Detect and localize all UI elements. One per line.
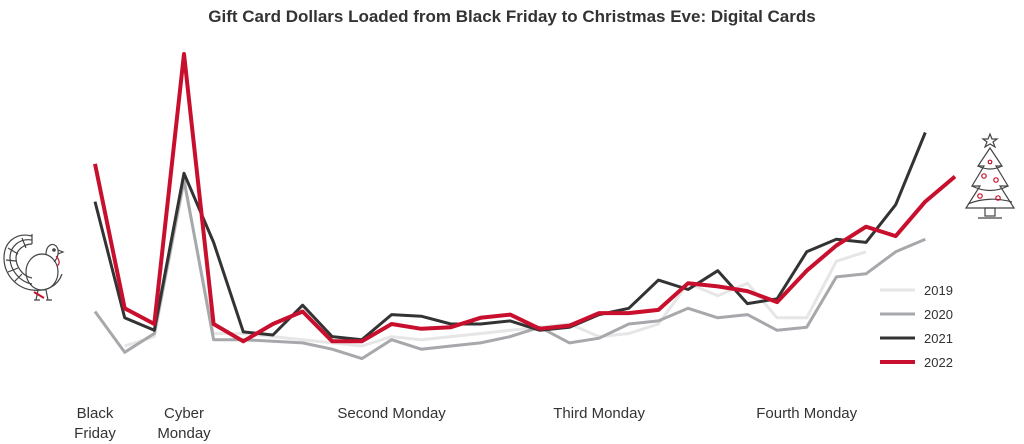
series-line-2021 [93,131,927,342]
x-axis-labels: Black Friday Cyber Monday Second Monday Third… [74,405,857,442]
chart-title: Gift Card Dollars Loaded from Black Frid… [208,7,815,26]
x-tick-label: Fourth Monday [756,405,857,422]
x-tick-label: Second Monday [337,405,446,422]
christmas-tree-icon [964,132,1016,219]
legend-label-2019: 2019 [924,283,953,298]
series-line-2019 [124,181,867,348]
x-tick-label: Third Monday [553,405,645,422]
x-tick-label: Black Friday [74,405,116,442]
legend-label-2020: 2020 [924,307,953,322]
legend-label-2022: 2022 [924,355,953,370]
turkey-icon [3,234,65,301]
legend: 2019 2020 2021 2022 [880,283,953,370]
legend-label-2021: 2021 [924,331,953,346]
x-tick-label: Cyber Monday [157,405,211,442]
series-layer [93,52,957,361]
series-line-2020 [93,178,926,361]
series-line-2022 [93,52,957,344]
